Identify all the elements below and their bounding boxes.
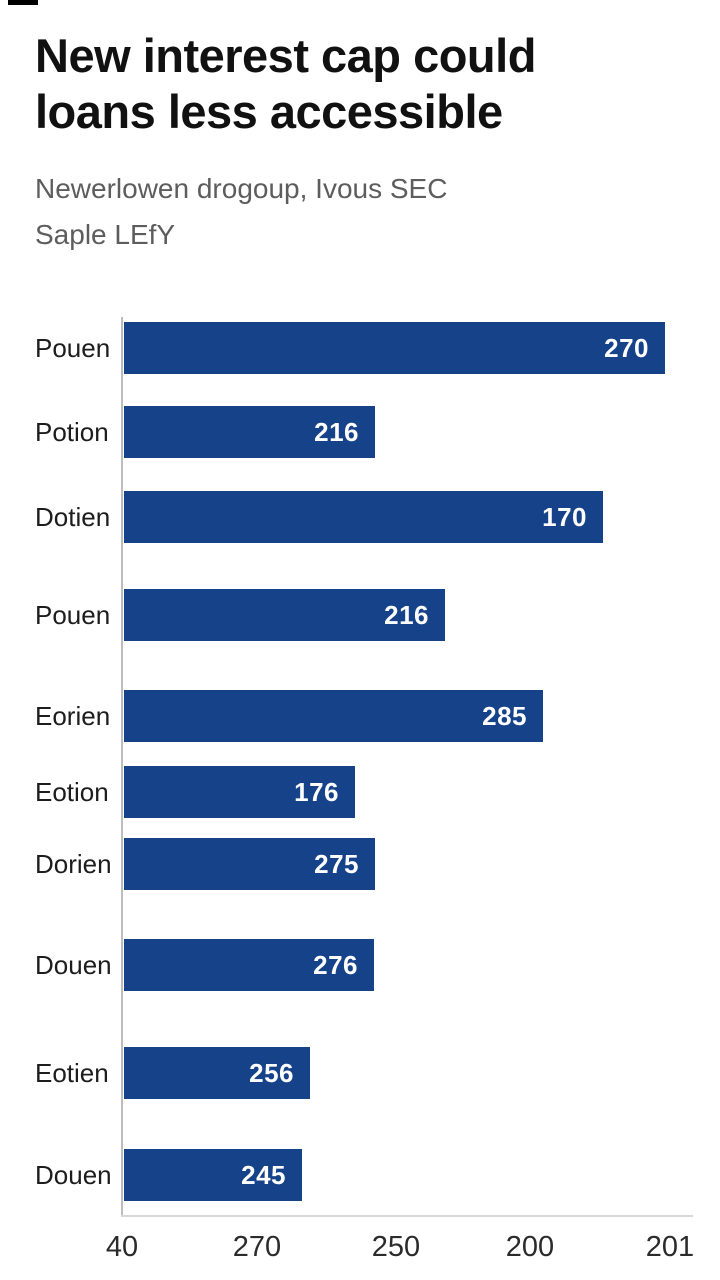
bar-value-label: 285 — [482, 700, 527, 731]
bar-value-label: 176 — [294, 776, 339, 807]
bar-value-label: 275 — [314, 848, 359, 879]
chart-title-line-2: loans less accessible — [35, 85, 503, 138]
bar-value-label: 170 — [542, 501, 587, 532]
x-axis-tick-label: 40 — [105, 1231, 139, 1263]
category-label: Eotion — [35, 777, 109, 807]
bar-row: Douen 276 — [0, 939, 720, 991]
category-label: Pouen — [35, 333, 111, 363]
chart-title-line-1: New interest cap could — [35, 29, 536, 82]
top-edge-artifact — [8, 0, 38, 5]
bar: 285 — [124, 690, 543, 742]
bar-row: Pouen 270 — [0, 322, 720, 374]
category-label: Potion — [35, 417, 109, 447]
bar: 275 — [124, 838, 375, 890]
bar-row: Dotien 170 — [0, 491, 720, 543]
bar-row: Potion 216 — [0, 406, 720, 458]
category-label: Pouen — [35, 600, 111, 630]
bar: 216 — [124, 406, 375, 458]
category-label: Eotien — [35, 1058, 109, 1088]
category-label: Dorien — [35, 849, 112, 879]
bar: 276 — [124, 939, 374, 991]
x-axis-tick-labels: 40 270 250 200 201 — [0, 1231, 720, 1267]
x-axis-tick-label: 201 — [645, 1231, 695, 1263]
y-axis-line — [121, 317, 123, 1217]
bar: 245 — [124, 1149, 302, 1201]
category-label: Douen — [35, 1160, 112, 1190]
category-label: Dotien — [35, 502, 111, 532]
chart-subtitle: Newerlowen drogoup, Ivous SEC Saple LEfY — [35, 166, 447, 258]
bar: 270 — [124, 322, 665, 374]
chart-subtitle-line-2: Saple LEfY — [35, 219, 176, 250]
bar-row: Eotion 176 — [0, 766, 720, 818]
bar: 256 — [124, 1047, 310, 1099]
x-axis-tick-label: 270 — [232, 1231, 282, 1263]
bar-row: Eorien 285 — [0, 690, 720, 742]
bar-value-label: 256 — [249, 1057, 294, 1088]
bar-row: Douen 245 — [0, 1149, 720, 1201]
chart-title: New interest cap could loans less access… — [35, 28, 536, 140]
bar-value-label: 270 — [604, 332, 649, 363]
bar: 216 — [124, 589, 445, 641]
category-label: Eorien — [35, 701, 111, 731]
bar: 176 — [124, 766, 355, 818]
bar-row: Dorien 275 — [0, 838, 720, 890]
bar-row: Eotien 256 — [0, 1047, 720, 1099]
bar-value-label: 276 — [313, 949, 358, 980]
bar-row: Pouen 216 — [0, 589, 720, 641]
bar-value-label: 216 — [384, 599, 429, 630]
chart-subtitle-line-1: Newerlowen drogoup, Ivous SEC — [35, 173, 448, 204]
x-axis-line — [121, 1215, 693, 1217]
x-axis-tick-label: 250 — [371, 1231, 421, 1263]
bar-value-label: 245 — [241, 1159, 286, 1190]
x-axis-tick-label: 200 — [505, 1231, 555, 1263]
bar-value-label: 216 — [314, 416, 359, 447]
category-label: Douen — [35, 950, 112, 980]
bar: 170 — [124, 491, 603, 543]
